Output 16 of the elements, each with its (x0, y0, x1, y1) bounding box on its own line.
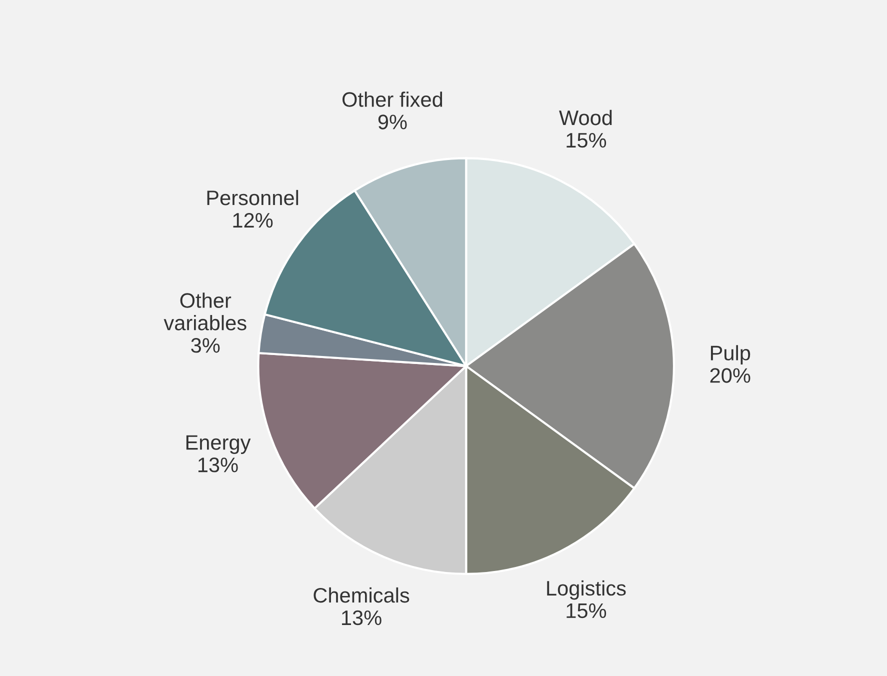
slice-label: Wood (559, 110, 612, 126)
slice-label: Pulp (710, 345, 750, 365)
data-label: 15% (566, 132, 606, 148)
data-label: 9% (378, 114, 407, 130)
data-label: 15% (566, 603, 606, 618)
data-label: 12% (233, 212, 273, 228)
slice-label: Other variables (164, 292, 246, 330)
slice-label: Other fixed (342, 92, 442, 107)
slice-label: Logistics (547, 580, 626, 600)
slice-label: Energy (186, 435, 251, 454)
data-label: 13% (342, 610, 382, 626)
slice-label: Personnel (207, 190, 298, 206)
data-label: 3% (191, 338, 220, 353)
data-label: 20% (710, 368, 750, 383)
data-label: 13% (198, 458, 238, 472)
slice-label: Chemicals (314, 587, 410, 603)
